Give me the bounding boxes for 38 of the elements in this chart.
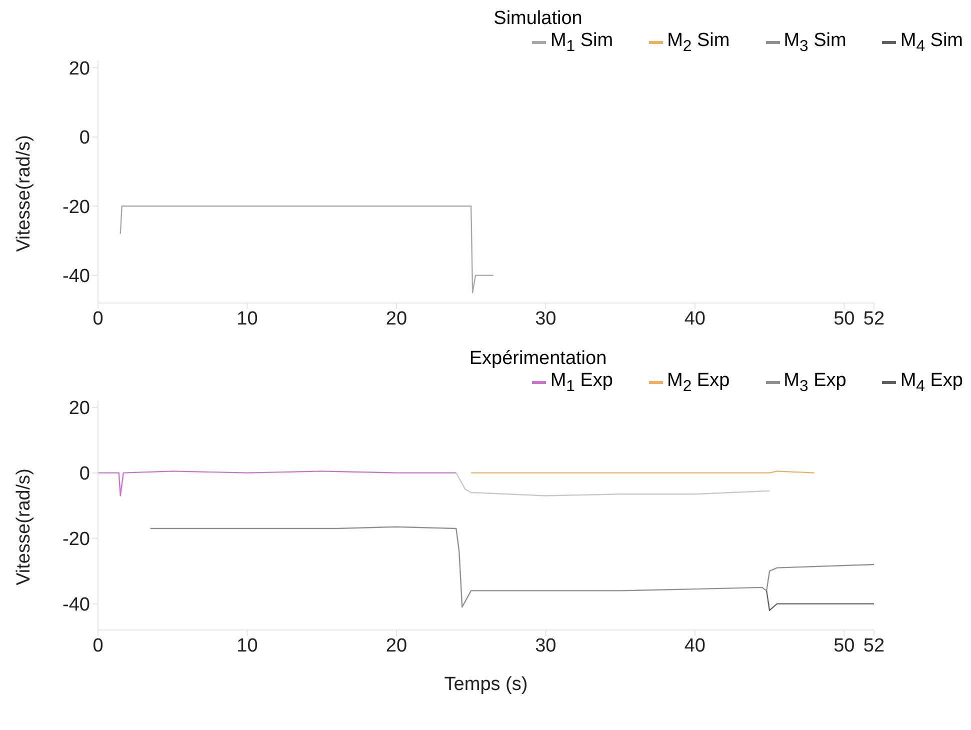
legend-label: M$_{4}$ Exp xyxy=(900,370,963,396)
x-tick-label: 52 xyxy=(863,635,885,656)
line-series xyxy=(120,206,494,294)
y-axis-title: Vitesse(rad/s) xyxy=(14,468,35,586)
x-tick-label: 0 xyxy=(92,308,104,330)
x-tick-label: 0 xyxy=(92,635,104,656)
x-axis-title: Temps (s) xyxy=(444,674,528,695)
y-tick-label: 20 xyxy=(68,58,90,80)
y-axis-title: Vitesse(rad/s) xyxy=(14,135,35,252)
x-tick-label: 20 xyxy=(386,308,408,330)
x-tick-label: 40 xyxy=(684,635,706,656)
legend-label: M$_{3}$ Sim xyxy=(784,30,846,56)
y-tick-label: 20 xyxy=(68,398,90,420)
line-series xyxy=(456,472,770,496)
y-tick-label: -40 xyxy=(62,594,90,616)
legend-label: M$_{4}$ Sim xyxy=(900,30,963,56)
x-tick-label: 52 xyxy=(863,308,885,330)
x-tick-label: 30 xyxy=(535,308,556,330)
x-tick-label: 40 xyxy=(684,308,706,330)
x-tick-label: 50 xyxy=(834,308,855,330)
x-tick-label: 10 xyxy=(236,635,258,656)
y-tick-label: -20 xyxy=(62,529,90,550)
y-tick-label: 0 xyxy=(79,128,90,149)
legend-label: M$_{2}$ Sim xyxy=(667,30,730,56)
y-tick-label: 0 xyxy=(79,464,90,485)
x-tick-label: 20 xyxy=(386,635,408,656)
x-tick-label: 10 xyxy=(236,308,258,330)
y-tick-label: -20 xyxy=(62,196,90,218)
x-tick-label: 50 xyxy=(834,635,855,656)
legend-label: M$_{1}$ Exp xyxy=(550,370,613,396)
chart-title: Simulation xyxy=(492,8,584,30)
x-tick-label: 30 xyxy=(535,635,556,656)
chart-title: Expérimentation xyxy=(468,348,608,370)
legend-label: M$_{2}$ Exp xyxy=(666,370,730,396)
legend-label: M$_{1}$ Sim xyxy=(550,30,614,56)
legend-label: M$_{3}$ Exp xyxy=(784,370,846,396)
y-tick-label: -40 xyxy=(62,266,90,288)
line-series xyxy=(150,526,874,608)
